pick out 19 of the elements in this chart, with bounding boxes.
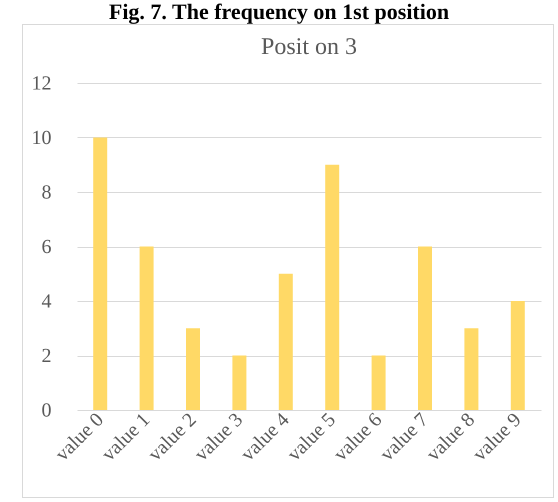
y-tick-label: 4: [42, 290, 52, 312]
bar: [418, 246, 432, 410]
y-tick-label: 10: [32, 127, 52, 149]
bar: [510, 301, 525, 410]
bar: [278, 274, 293, 410]
bar: [140, 246, 154, 410]
y-tick-label: 6: [42, 236, 52, 258]
y-tick-label: 12: [32, 72, 52, 94]
y-tick-label: 8: [42, 182, 52, 204]
bar: [325, 164, 340, 410]
bar: [372, 356, 386, 410]
caption: Fig. 7. The frequency on 1st position: [108, 0, 450, 24]
bar: [186, 328, 200, 410]
y-tick-label: 0: [42, 400, 52, 422]
bar: [93, 138, 108, 410]
y-tick-label: 2: [42, 345, 52, 367]
bar: [464, 328, 478, 410]
chart-title: Posit on 3: [260, 34, 358, 60]
bar: [232, 356, 246, 410]
